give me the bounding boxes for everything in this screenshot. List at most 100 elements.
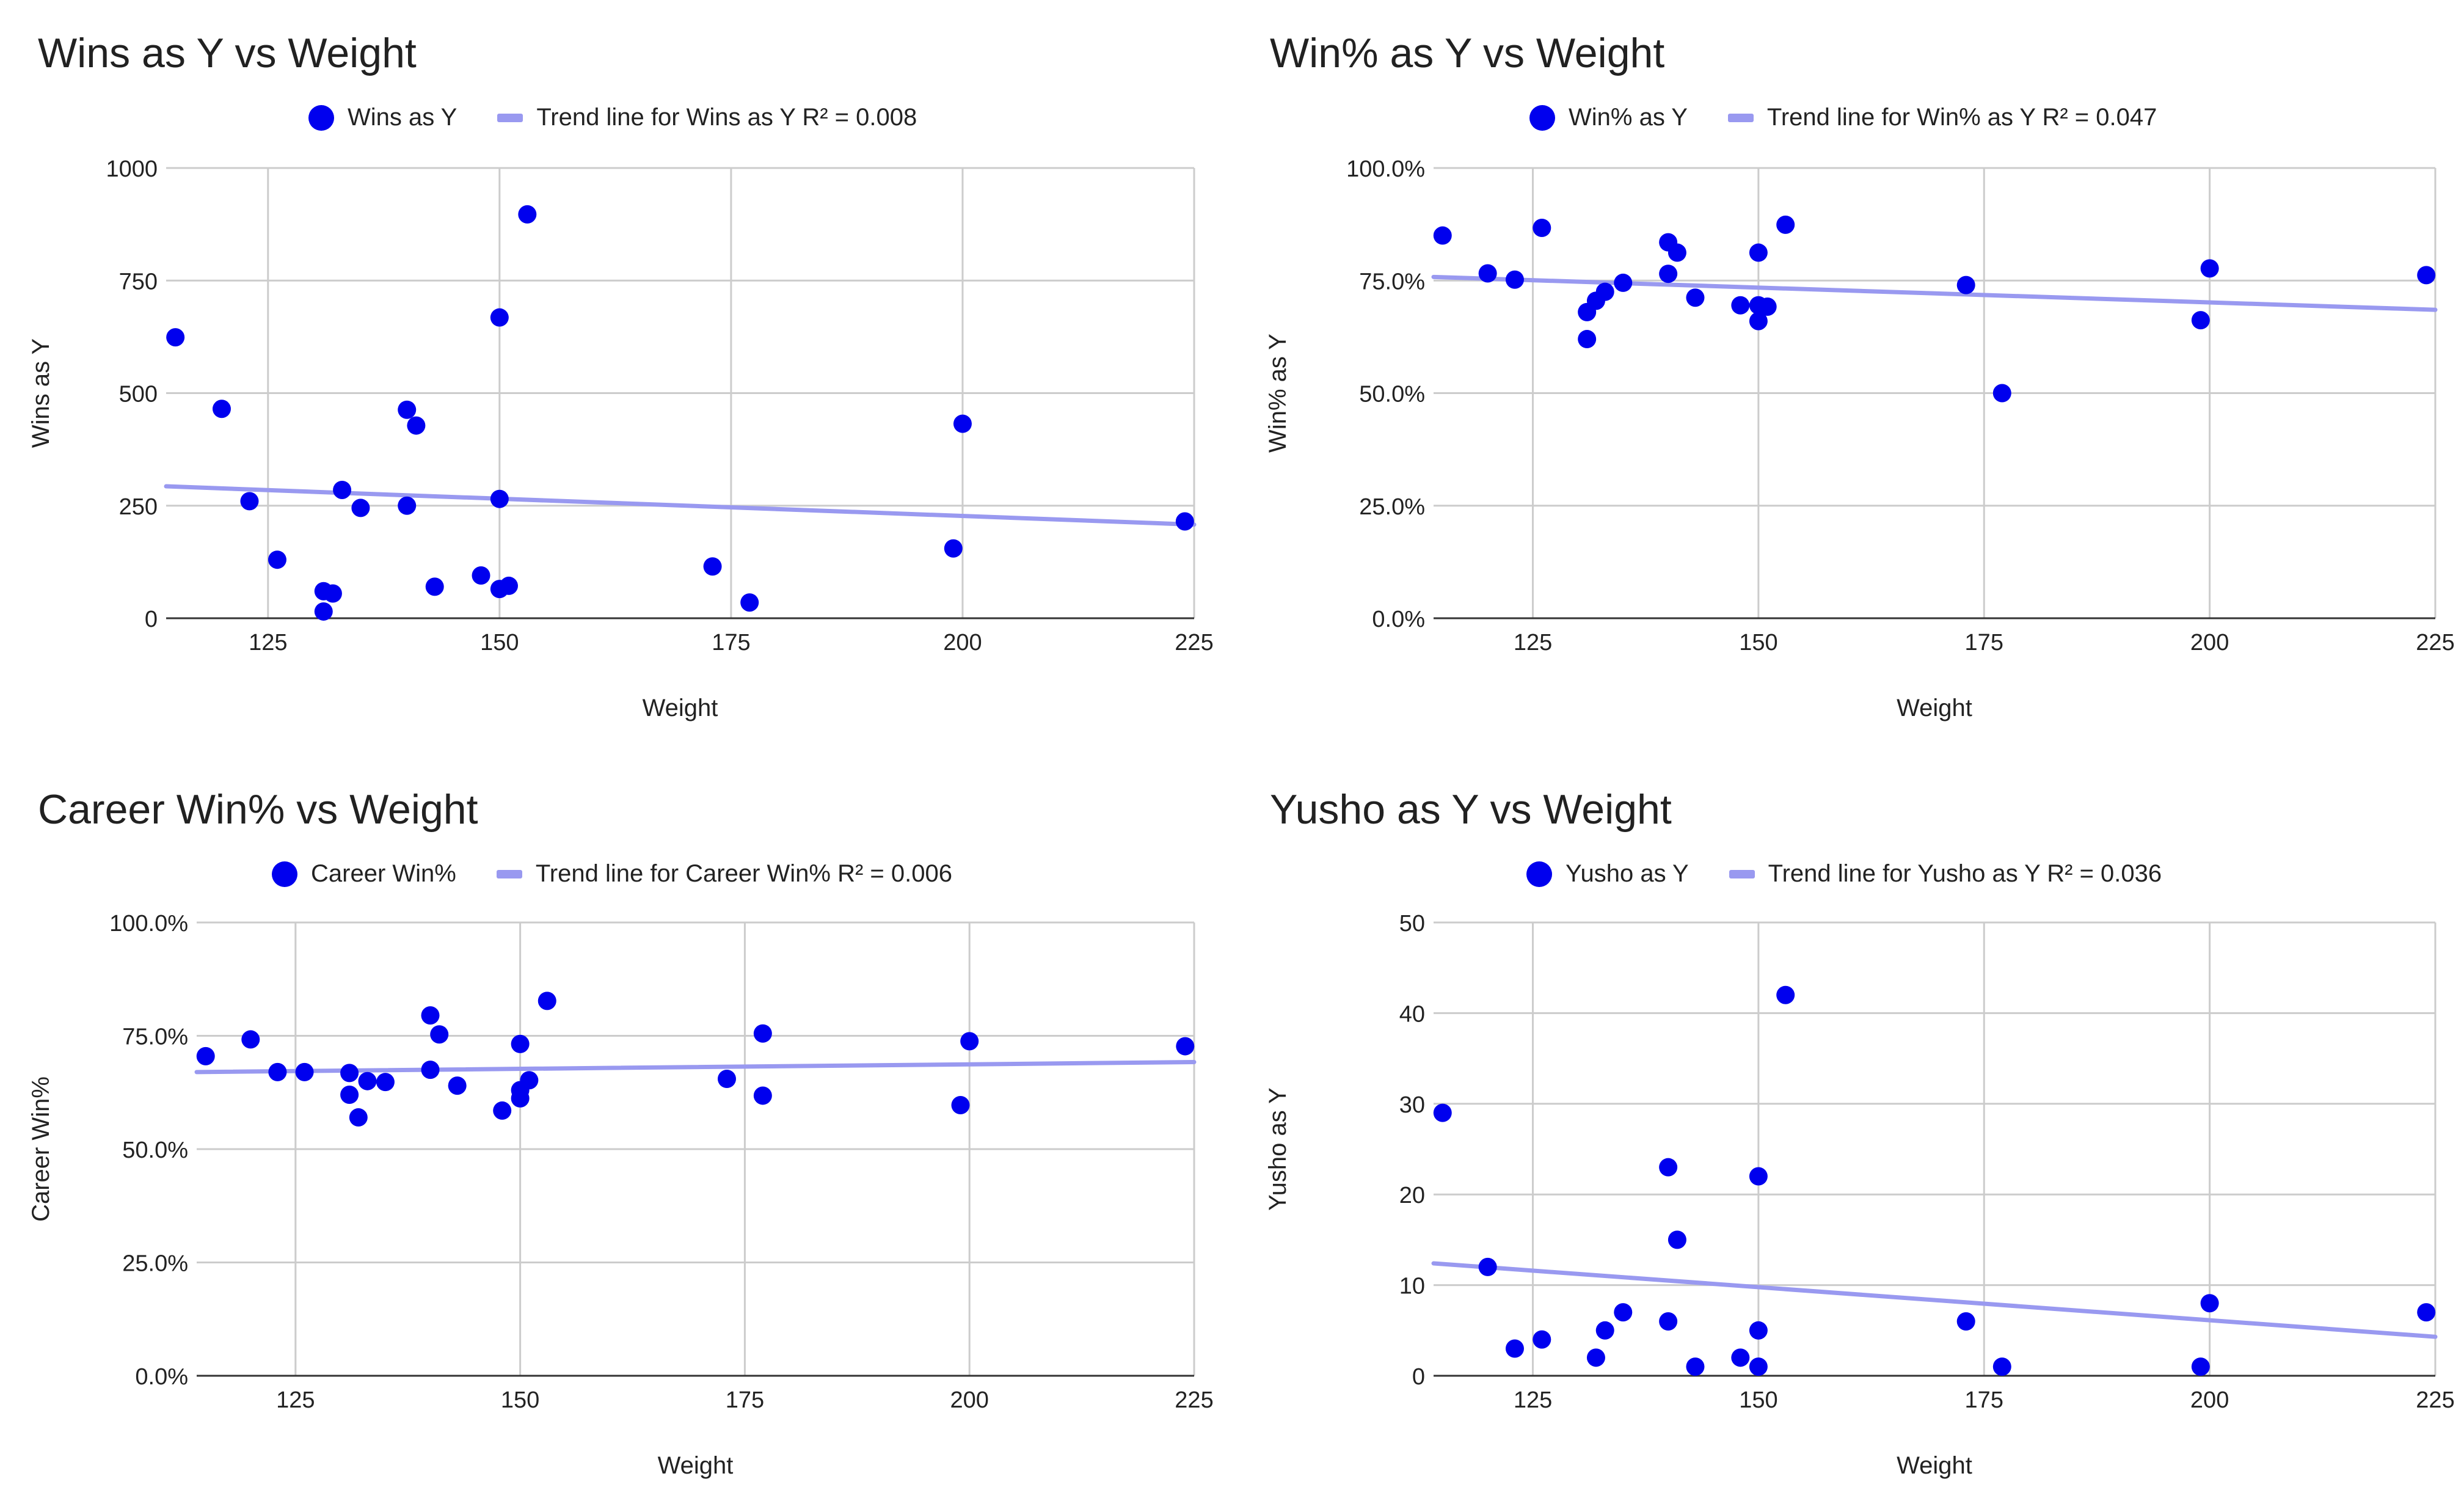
data-point <box>314 602 333 621</box>
data-point <box>340 1085 359 1104</box>
y-tick-label: 0 <box>1412 1364 1425 1390</box>
y-tick-label: 50.0% <box>122 1138 188 1163</box>
x-tick-label: 150 <box>501 1387 539 1413</box>
data-point <box>518 205 537 224</box>
data-point <box>538 992 556 1010</box>
y-tick-label: 1000 <box>106 156 158 182</box>
x-axis-label: Weight <box>658 1452 734 1479</box>
data-point <box>1686 288 1705 307</box>
data-point <box>1992 1357 2011 1376</box>
legend-trend-label: Trend line for Wins as Y R² = 0.008 <box>536 104 917 131</box>
data-point <box>323 584 342 603</box>
y-tick-label: 0 <box>145 607 158 632</box>
y-tick-label: 30 <box>1399 1092 1425 1118</box>
chart-panel-3: 0.0% 25.0% 50.0% 75.0% 100.0% 125 150 175 200 225… <box>0 756 1232 1512</box>
data-point <box>421 1006 440 1025</box>
chart-panel-4: 0 10 20 30 40 50 125 150 175 200 225 Weight Yusho as… <box>1232 756 2464 1512</box>
data-point <box>511 1089 530 1108</box>
legend-trend-label: Trend line for Win% as Y R² = 0.047 <box>1766 104 2157 131</box>
data-point <box>1956 276 1975 294</box>
data-point <box>1505 1339 1524 1358</box>
data-point <box>1478 264 1497 283</box>
data-point <box>196 1046 215 1065</box>
y-tick-label: 750 <box>119 269 158 294</box>
legend-trend-label: Trend line for Yusho as Y R² = 0.036 <box>1768 860 2162 887</box>
x-tick-label: 200 <box>943 630 982 656</box>
data-point <box>295 1062 314 1081</box>
data-point <box>1776 215 1795 234</box>
x-tick-label: 175 <box>1965 1387 2003 1413</box>
plot-2: 0.0% 25.0% 50.0% 75.0% 100.0% 125 150 175 200 225… <box>1264 156 2455 721</box>
data-point <box>490 489 509 508</box>
y-tick-label: 0.0% <box>1372 607 1425 632</box>
legend-points-label: Career Win% <box>311 860 456 887</box>
data-point <box>740 593 759 612</box>
y-tick-label: 25.0% <box>1359 494 1425 520</box>
trend-line <box>194 1060 1197 1075</box>
data-point <box>430 1025 449 1044</box>
data-point <box>2191 1357 2210 1376</box>
data-point <box>1578 330 1597 349</box>
plot-1: 0 250 500 750 1000 125 150 175 200 225 Weight Wins … <box>27 156 1214 721</box>
data-point <box>1956 1312 1975 1331</box>
chart-title: Career Win% vs Weight <box>38 786 478 833</box>
chart-panel-2: 0.0% 25.0% 50.0% 75.0% 100.0% 125 150 175 200 225… <box>1232 0 2464 756</box>
data-point <box>1533 219 1551 238</box>
data-point <box>268 1062 287 1081</box>
data-point <box>240 492 259 511</box>
data-point <box>490 308 509 327</box>
x-tick-label: 225 <box>1175 1387 1213 1413</box>
trend-line <box>1431 1261 2438 1339</box>
data-point <box>520 1071 539 1090</box>
data-point <box>241 1030 260 1049</box>
data-point <box>493 1101 512 1120</box>
data-point <box>333 480 352 499</box>
x-tick-label: 225 <box>2416 630 2454 656</box>
x-tick-label: 175 <box>726 1387 764 1413</box>
data-point <box>1176 1037 1195 1056</box>
data-point <box>1533 1330 1551 1349</box>
data-point <box>425 577 444 596</box>
plot-3: 0.0% 25.0% 50.0% 75.0% 100.0% 125 150 175 200 225… <box>27 911 1214 1479</box>
data-point <box>2191 311 2210 330</box>
data-point <box>212 400 231 418</box>
legend-points-label: Win% as Y <box>1569 104 1688 131</box>
y-axis-label: Win% as Y <box>1264 334 1291 453</box>
data-point <box>1776 985 1795 1004</box>
legend-points-marker <box>1526 861 1552 887</box>
legend-trend-swatch <box>497 113 523 122</box>
x-tick-label: 125 <box>1514 1387 1552 1413</box>
data-point <box>1505 270 1524 289</box>
data-point <box>1175 512 1194 531</box>
data-point <box>500 576 518 595</box>
data-point <box>1668 1230 1686 1249</box>
data-point <box>1614 1303 1633 1322</box>
trend-line <box>1431 274 2438 312</box>
data-point <box>1478 1257 1497 1276</box>
y-tick-label: 75.0% <box>1359 269 1425 294</box>
y-tick-label: 100.0% <box>1346 156 1425 182</box>
x-tick-label: 200 <box>2190 1387 2229 1413</box>
x-tick-label: 125 <box>276 1387 315 1413</box>
y-tick-label: 40 <box>1399 1001 1425 1027</box>
y-tick-label: 75.0% <box>122 1024 188 1050</box>
y-tick-label: 0.0% <box>135 1364 188 1390</box>
data-point <box>2417 1303 2436 1322</box>
chart-panel-1: 0 250 500 750 1000 125 150 175 200 225 Weight Wins … <box>0 0 1232 756</box>
x-axis-label: Weight <box>643 695 718 721</box>
data-point <box>398 496 417 515</box>
data-point <box>166 328 185 347</box>
data-point <box>407 416 426 435</box>
data-point <box>2200 259 2219 278</box>
data-point <box>753 1024 772 1043</box>
legend-points-marker <box>308 104 334 131</box>
y-tick-label: 500 <box>119 382 158 407</box>
legend: Yusho as Y Trend line for Yusho as Y R² … <box>1526 860 2162 888</box>
y-tick-label: 50 <box>1399 911 1425 937</box>
data-point <box>2200 1294 2219 1313</box>
y-axis-label: Wins as Y <box>27 338 54 448</box>
data-point <box>268 550 286 569</box>
y-tick-label: 20 <box>1399 1183 1425 1208</box>
x-axis-label: Weight <box>1897 695 1972 721</box>
data-point <box>1758 297 1777 316</box>
